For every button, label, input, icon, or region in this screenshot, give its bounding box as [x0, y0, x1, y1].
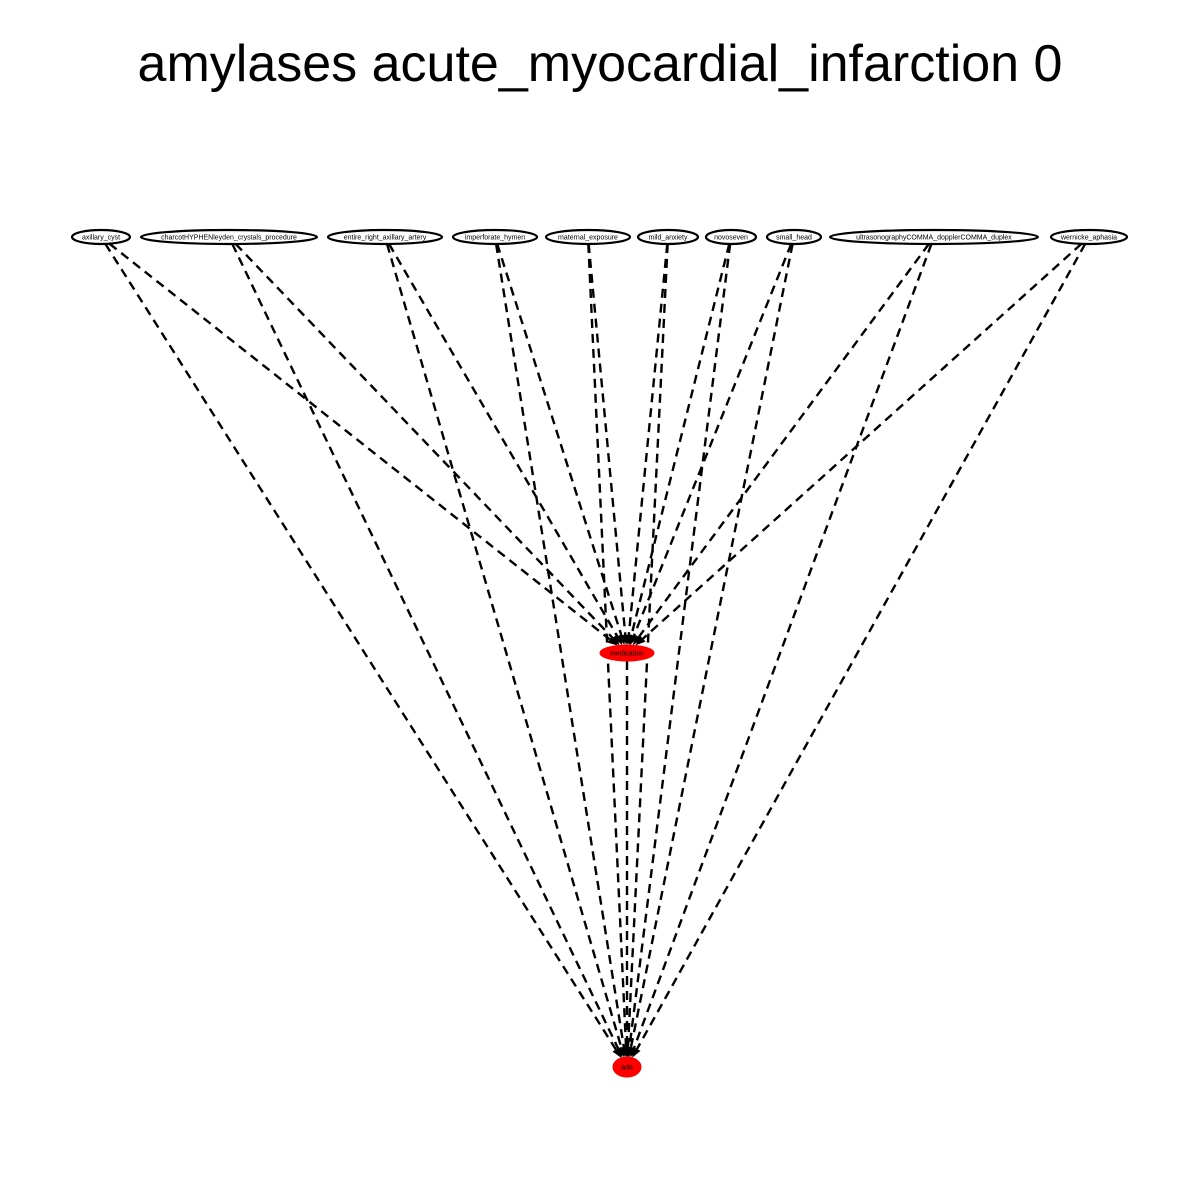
node-label: novoseven [714, 235, 748, 242]
node-label: imperforate_hymen [465, 235, 525, 242]
edge-line [234, 243, 614, 639]
node-shape [139, 228, 319, 246]
edge-line [108, 242, 611, 641]
node-mild-anxiety[interactable]: mild_anxiety [636, 228, 700, 246]
edge-n2-to-medication [234, 243, 620, 646]
edge-n9-to-ade [630, 243, 933, 1058]
edge-arrowhead [609, 635, 620, 646]
node-ultrasonography-doppler-duplex[interactable]: ultrasonographyCOMMA_dopplerCOMMA_duplex [828, 228, 1040, 246]
node-axillary-cyst[interactable]: axillary_cyst [70, 228, 132, 246]
edge-line [385, 243, 623, 1048]
node-label: small_head [776, 235, 812, 242]
edge-n8-to-medication [630, 243, 793, 646]
edge-n1-to-medication [108, 242, 618, 646]
edge-line [104, 243, 617, 1051]
node-small-head[interactable]: small_head [765, 228, 823, 246]
edge-n6-to-medication [624, 243, 669, 646]
edge-arrowhead [635, 635, 646, 646]
edge-line [630, 243, 731, 636]
node-label: maternal_exposure [558, 235, 618, 242]
node-maternal-exposure[interactable]: maternal_exposure [544, 228, 632, 246]
edge-n10-to-medication [635, 242, 1083, 646]
edges-layer [104, 242, 1087, 1058]
edge-line [494, 243, 626, 1048]
node-label: charcotHYPHENleyden_crystals_procedure [161, 235, 297, 242]
edge-line [629, 243, 794, 1048]
node-shape [326, 228, 444, 246]
edge-line [496, 243, 623, 636]
node-shape [70, 228, 132, 246]
node-shape [828, 228, 1040, 246]
node-novoseven[interactable]: novoseven [704, 228, 758, 246]
node-label: entire_right_axillary_artery [344, 235, 427, 242]
node-ade[interactable]: ade [612, 1056, 642, 1078]
node-shape [1049, 228, 1129, 246]
edge-medication-to-ade [623, 661, 631, 1057]
edge-line [632, 243, 933, 1049]
edge-arrowhead [632, 634, 642, 646]
node-label: ultrasonographyCOMMA_dopplerCOMMA_duplex [856, 235, 1012, 242]
node-shape [636, 228, 700, 246]
edge-arrowhead [623, 1047, 631, 1057]
node-shape [612, 1056, 642, 1078]
edge-line [632, 243, 793, 637]
edge-line [587, 243, 627, 636]
edge-line [231, 243, 620, 1050]
node-entire-right-axillary-artery[interactable]: entire_right_axillary_artery [326, 228, 444, 246]
node-medication[interactable]: medication [599, 644, 655, 662]
node-label: mild_anxiety [649, 235, 688, 242]
nodes-layer: axillary_cyst charcotHYPHENleyden_crysta… [70, 228, 1129, 1078]
node-shape [451, 228, 539, 246]
node-label: axillary_cyst [82, 235, 120, 242]
node-imperforate-hymen[interactable]: imperforate_hymen [451, 228, 539, 246]
edge-line [637, 243, 930, 638]
node-wernicke-aphasia[interactable]: wernicke_aphasia [1049, 228, 1129, 246]
edge-line [388, 243, 619, 638]
edge-n1-to-ade [104, 243, 622, 1058]
node-shape [704, 228, 758, 246]
edge-n2-to-ade [231, 243, 623, 1058]
edge-n9-to-medication [632, 243, 930, 646]
node-label: medication [610, 651, 644, 658]
edge-line [627, 243, 669, 636]
edge-line [635, 243, 1087, 1050]
edge-arrowhead [632, 1047, 641, 1058]
graph-title: amylases acute_myocardial_infarction 0 [137, 35, 1063, 93]
edge-n3-to-ade [385, 243, 626, 1058]
edge-n5-to-medication [587, 243, 630, 646]
node-shape [544, 228, 632, 246]
node-shape [599, 644, 655, 662]
node-label: wernicke_aphasia [1060, 235, 1117, 242]
edge-n10-to-ade [632, 243, 1087, 1058]
edge-line [642, 242, 1083, 640]
node-label: ade [621, 1065, 633, 1072]
node-shape [765, 228, 823, 246]
node-charcot-leyden-crystals-procedure[interactable]: charcotHYPHENleyden_crystals_procedure [139, 228, 319, 246]
